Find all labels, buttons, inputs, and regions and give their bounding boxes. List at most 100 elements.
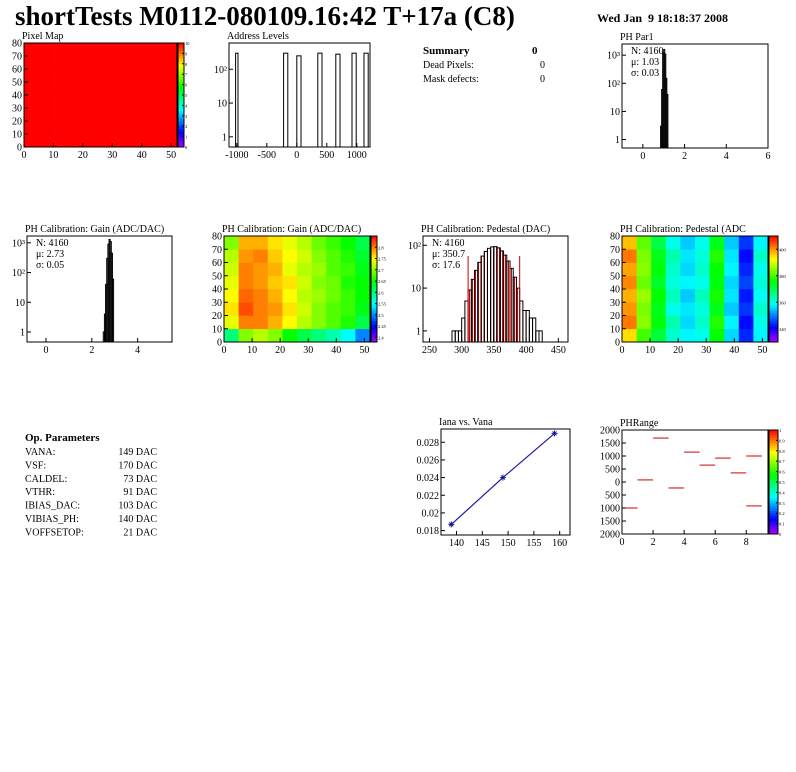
heat-cell	[311, 315, 327, 330]
panel-title: Pixel Map	[22, 31, 63, 42]
colorbar-step	[178, 69, 184, 72]
heat-cell	[724, 275, 740, 290]
colorbar-step	[769, 513, 778, 517]
z-tick-label: 2.65	[378, 279, 387, 284]
colorbar-step	[371, 241, 377, 245]
stats-line: σ: 17.6	[432, 260, 460, 271]
summary-value: 0	[540, 74, 545, 85]
z-tick-label: 1	[779, 428, 781, 433]
colorbar-step	[371, 331, 377, 335]
x-tick-label: -500	[258, 150, 276, 161]
y-tick-label: 40	[12, 91, 22, 102]
x-tick-label: 50	[166, 150, 176, 161]
heat-cell	[224, 315, 239, 330]
panel: PH Calibration: Gain (ADC/DAC) 0 2 4 1 10 10² 1…	[12, 224, 173, 356]
y-tick-label: 10	[15, 298, 25, 309]
date: Wed Jan 9 18:18:37 2008	[597, 11, 728, 25]
heat-cell	[297, 302, 312, 316]
heat-cell	[238, 302, 254, 316]
z-tick-label: 0.6	[779, 470, 785, 475]
y-tick-label: 70	[12, 52, 22, 63]
colorbar-step	[178, 87, 184, 91]
heat-cell	[311, 262, 327, 277]
heat-cell	[355, 302, 371, 316]
heat-cell	[709, 328, 725, 343]
colorbar-step	[371, 273, 377, 277]
y-tick-label: 2000	[600, 530, 620, 541]
heat-cell	[753, 236, 769, 250]
colorbar-step	[769, 302, 778, 306]
x-tick-label: 0	[22, 150, 27, 161]
x-tick-label: 145	[475, 538, 490, 549]
z-tick-label: 2.5	[378, 313, 384, 318]
y-tick-label: 0.024	[417, 473, 440, 484]
heat-cell	[146, 121, 178, 148]
z-tick-label: 380	[779, 274, 787, 279]
heat-cell	[326, 249, 342, 263]
z-tick-label: 2.75	[378, 257, 387, 262]
colorbar-step	[371, 339, 377, 343]
heat-cell	[753, 302, 769, 316]
colorbar-step	[769, 518, 778, 522]
param-value: 170 DAC	[118, 460, 157, 471]
heat-cell	[253, 275, 269, 290]
colorbar-step	[769, 339, 778, 343]
colorbar-step	[769, 505, 778, 509]
x-tick-label: 30	[701, 345, 711, 356]
z-tick-label: 1	[185, 135, 187, 140]
y-tick-label: 40	[610, 285, 620, 296]
frame	[422, 235, 569, 343]
colorbar-step	[769, 331, 778, 335]
heat-cell	[54, 43, 86, 70]
heat-cell	[622, 262, 637, 277]
colorbar-step	[769, 304, 778, 308]
y-tick-label: 60	[610, 258, 620, 269]
heat-cell	[622, 236, 637, 250]
colorbar-step	[178, 79, 184, 83]
colorbar-step	[769, 466, 778, 470]
colorbar-step	[371, 270, 377, 274]
y-tick-label: 10²	[12, 268, 25, 279]
heat-cell	[665, 302, 681, 316]
heat-cell	[282, 328, 298, 343]
heat-cell	[326, 262, 342, 277]
colorbar-step	[769, 476, 778, 480]
y-tick-label: 30	[212, 298, 222, 309]
heat-cell	[238, 275, 254, 290]
z-tick-label: 0.1	[779, 522, 785, 527]
colorbar-step	[178, 136, 184, 140]
heat-cell	[340, 302, 356, 316]
heat-cell	[355, 249, 371, 263]
colorbar-step	[178, 61, 184, 65]
heat-cell	[724, 302, 740, 316]
z-tick-label: 0.9	[779, 438, 785, 443]
colorbar-step	[769, 521, 778, 524]
frame	[440, 428, 571, 536]
heat-cell	[709, 262, 725, 277]
panel-title: PHRange	[620, 418, 659, 429]
heat-cell	[695, 289, 710, 303]
colorbar-step	[769, 500, 778, 504]
page-title: shortTests M0112-080109.16:42 T+17a (C8)	[15, 1, 515, 31]
heat-cell	[297, 249, 312, 263]
frame	[228, 42, 371, 148]
heat-cell	[753, 328, 769, 343]
colorbar-step	[371, 289, 377, 292]
heat-cell	[146, 95, 178, 122]
colorbar-step	[178, 128, 184, 132]
heat-cell	[267, 289, 283, 303]
y-tick-label: 30	[12, 104, 22, 115]
y-tick-label: 10	[217, 99, 227, 110]
colorbar-step	[769, 238, 778, 242]
colorbar-step	[178, 134, 184, 137]
colorbar-step	[769, 492, 778, 496]
colorbar-step	[371, 281, 377, 284]
heat-cell	[297, 262, 312, 277]
x-tick-label: 10	[48, 150, 58, 161]
heat-cell	[340, 236, 356, 250]
heat-cell	[753, 262, 769, 277]
heat-cell	[146, 43, 178, 70]
heat-cell	[709, 236, 725, 250]
x-tick-label: 10	[645, 345, 655, 356]
